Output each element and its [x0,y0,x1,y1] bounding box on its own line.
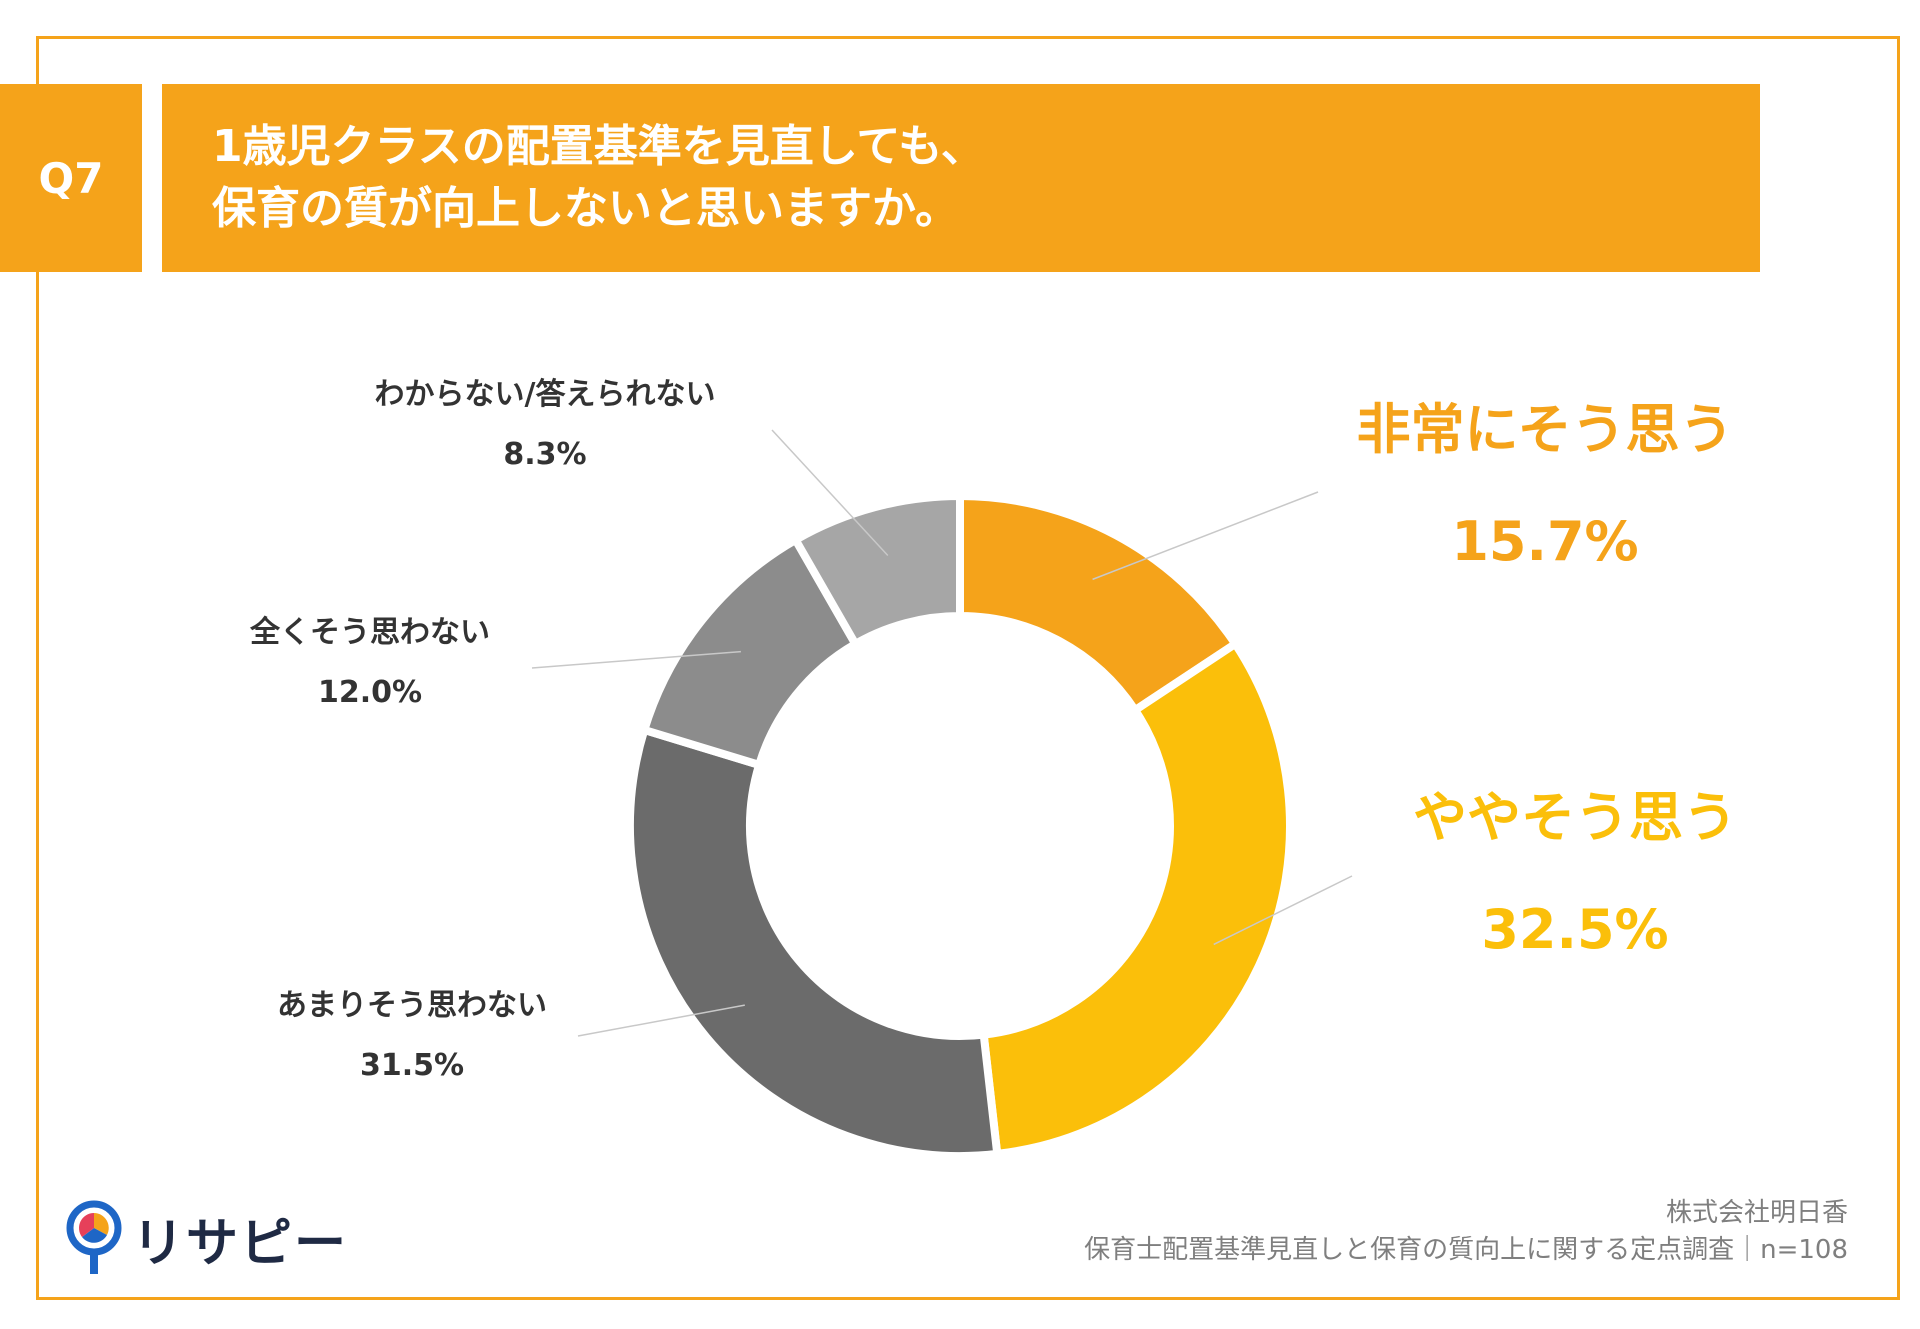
slice-label-3: あまりそう思わない [277,988,547,1023]
survey-info: 保育士配置基準見直しと保育の質向上に関する定点調査｜n=108 [1084,1235,1848,1265]
question-title: 1歳児クラスの配置基準を見直しても、 保育の質が向上しないと思いますか。 [162,84,1760,272]
slice-label-1: 非常にそう思う [1357,398,1734,461]
question-title-line-1: 1歳児クラスの配置基準を見直しても、 [212,121,985,172]
leader-line-3 [577,1004,745,1037]
logo-text: リサピー [132,1213,349,1274]
question-number-badge: Q7 [0,84,142,272]
leader-line-5 [771,429,889,556]
leader-line-1 [1092,491,1319,581]
source-note: 株式会社明日香 保育士配置基準見直しと保育の質向上に関する定点調査｜n=108 [1084,1195,1848,1269]
donut-slice-2 [979,638,1294,1159]
slice-value-label-3: 31.5% [360,1048,464,1083]
company-name: 株式会社明日香 [1665,1198,1848,1228]
slice-label-2: ややそう思う [1413,786,1737,849]
leader-line-4 [531,650,741,669]
donut-slice-3 [626,724,1002,1160]
slice-label-5: わからない/答えられない [375,377,716,412]
risapi-logo: リサピー [66,1198,348,1278]
slice-value-label-2: 32.5% [1481,898,1668,961]
slice-value-label-1: 15.7% [1451,510,1638,573]
donut-slice-5 [790,491,964,650]
slice-value-label-4: 12.0% [318,675,422,710]
map-pin-pie-icon [66,1200,122,1274]
question-title-line-2: 保育の質が向上しないと思いますか。 [212,183,960,234]
chart-frame [36,36,1900,1300]
leader-line-2 [1213,875,1353,946]
slice-label-4: 全くそう思わない [249,615,490,650]
slice-value-label-5: 8.3% [503,437,586,472]
